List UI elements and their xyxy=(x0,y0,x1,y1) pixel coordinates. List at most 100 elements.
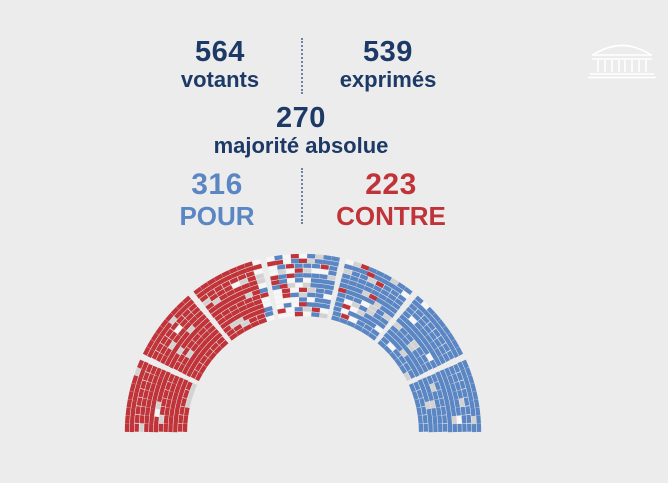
seat xyxy=(186,325,196,334)
seat xyxy=(169,407,175,417)
seat xyxy=(285,307,295,313)
seat xyxy=(240,309,250,317)
seat xyxy=(164,338,173,348)
seat xyxy=(242,287,252,295)
seat xyxy=(187,391,195,401)
seat xyxy=(154,408,160,418)
seat xyxy=(286,278,296,284)
seat xyxy=(249,310,259,318)
seat xyxy=(290,253,299,259)
seat xyxy=(131,399,137,409)
seat xyxy=(204,334,214,343)
seat xyxy=(320,308,329,314)
seat xyxy=(394,358,403,368)
seat xyxy=(322,298,331,305)
seat xyxy=(399,327,409,337)
seat xyxy=(134,414,140,424)
seat xyxy=(193,355,202,365)
seat xyxy=(145,363,153,373)
exprimes-label: exprimés xyxy=(339,67,437,92)
seat xyxy=(243,297,253,305)
seat xyxy=(452,423,458,433)
seat xyxy=(155,325,164,335)
seat xyxy=(290,297,300,303)
seat xyxy=(185,334,194,343)
seat xyxy=(399,364,408,375)
seat xyxy=(146,339,155,349)
seat xyxy=(439,369,447,379)
seat xyxy=(208,337,217,347)
seat xyxy=(395,317,405,327)
seat xyxy=(417,318,427,328)
seat xyxy=(451,339,460,349)
seat xyxy=(386,328,396,338)
seat xyxy=(458,398,465,407)
seat xyxy=(150,341,159,351)
seat xyxy=(436,389,444,399)
seat xyxy=(442,376,450,386)
seat xyxy=(185,381,193,391)
seat xyxy=(193,286,203,295)
seat xyxy=(264,310,274,318)
seat xyxy=(345,259,354,266)
seat xyxy=(380,336,390,345)
seat xyxy=(226,328,236,337)
seat xyxy=(168,415,174,425)
seat xyxy=(181,356,190,366)
seat xyxy=(207,325,217,334)
seat xyxy=(368,266,378,274)
seat xyxy=(214,284,224,293)
seat xyxy=(419,397,426,407)
seat xyxy=(311,263,321,269)
seat xyxy=(209,293,219,302)
seat xyxy=(400,290,410,299)
seat xyxy=(168,341,177,351)
seat xyxy=(356,319,366,328)
seat xyxy=(420,353,429,364)
seat xyxy=(303,306,312,312)
seat xyxy=(462,423,467,432)
seat xyxy=(433,357,442,367)
seat xyxy=(164,347,172,358)
seat xyxy=(340,277,350,285)
seat xyxy=(471,415,477,425)
seat xyxy=(139,423,144,432)
seat xyxy=(432,391,439,400)
seat xyxy=(185,349,194,359)
seat xyxy=(387,281,397,290)
seat xyxy=(311,273,320,279)
seat xyxy=(274,255,283,261)
seat xyxy=(382,313,392,322)
seat xyxy=(466,414,472,424)
seat xyxy=(179,304,189,314)
seat xyxy=(330,260,340,267)
seat xyxy=(170,400,177,409)
seat xyxy=(181,379,189,389)
seat xyxy=(403,345,412,355)
seat xyxy=(423,324,432,334)
seat xyxy=(475,407,481,416)
seat xyxy=(448,365,456,375)
seat xyxy=(340,308,350,315)
seat xyxy=(365,308,376,317)
seat xyxy=(424,401,431,410)
seat xyxy=(291,302,300,307)
top-divider xyxy=(301,38,303,94)
seat xyxy=(465,367,472,377)
seat xyxy=(202,298,212,307)
seat xyxy=(144,423,149,432)
seat xyxy=(176,301,186,310)
seat xyxy=(180,397,187,407)
seat xyxy=(136,376,143,386)
seat xyxy=(172,392,179,402)
seat xyxy=(158,415,164,424)
seat xyxy=(394,298,404,307)
seat xyxy=(130,407,136,417)
seat xyxy=(223,284,233,293)
seat xyxy=(134,367,141,377)
seat xyxy=(263,305,273,313)
seat xyxy=(177,353,186,364)
seat xyxy=(449,400,456,409)
seat xyxy=(192,333,201,343)
